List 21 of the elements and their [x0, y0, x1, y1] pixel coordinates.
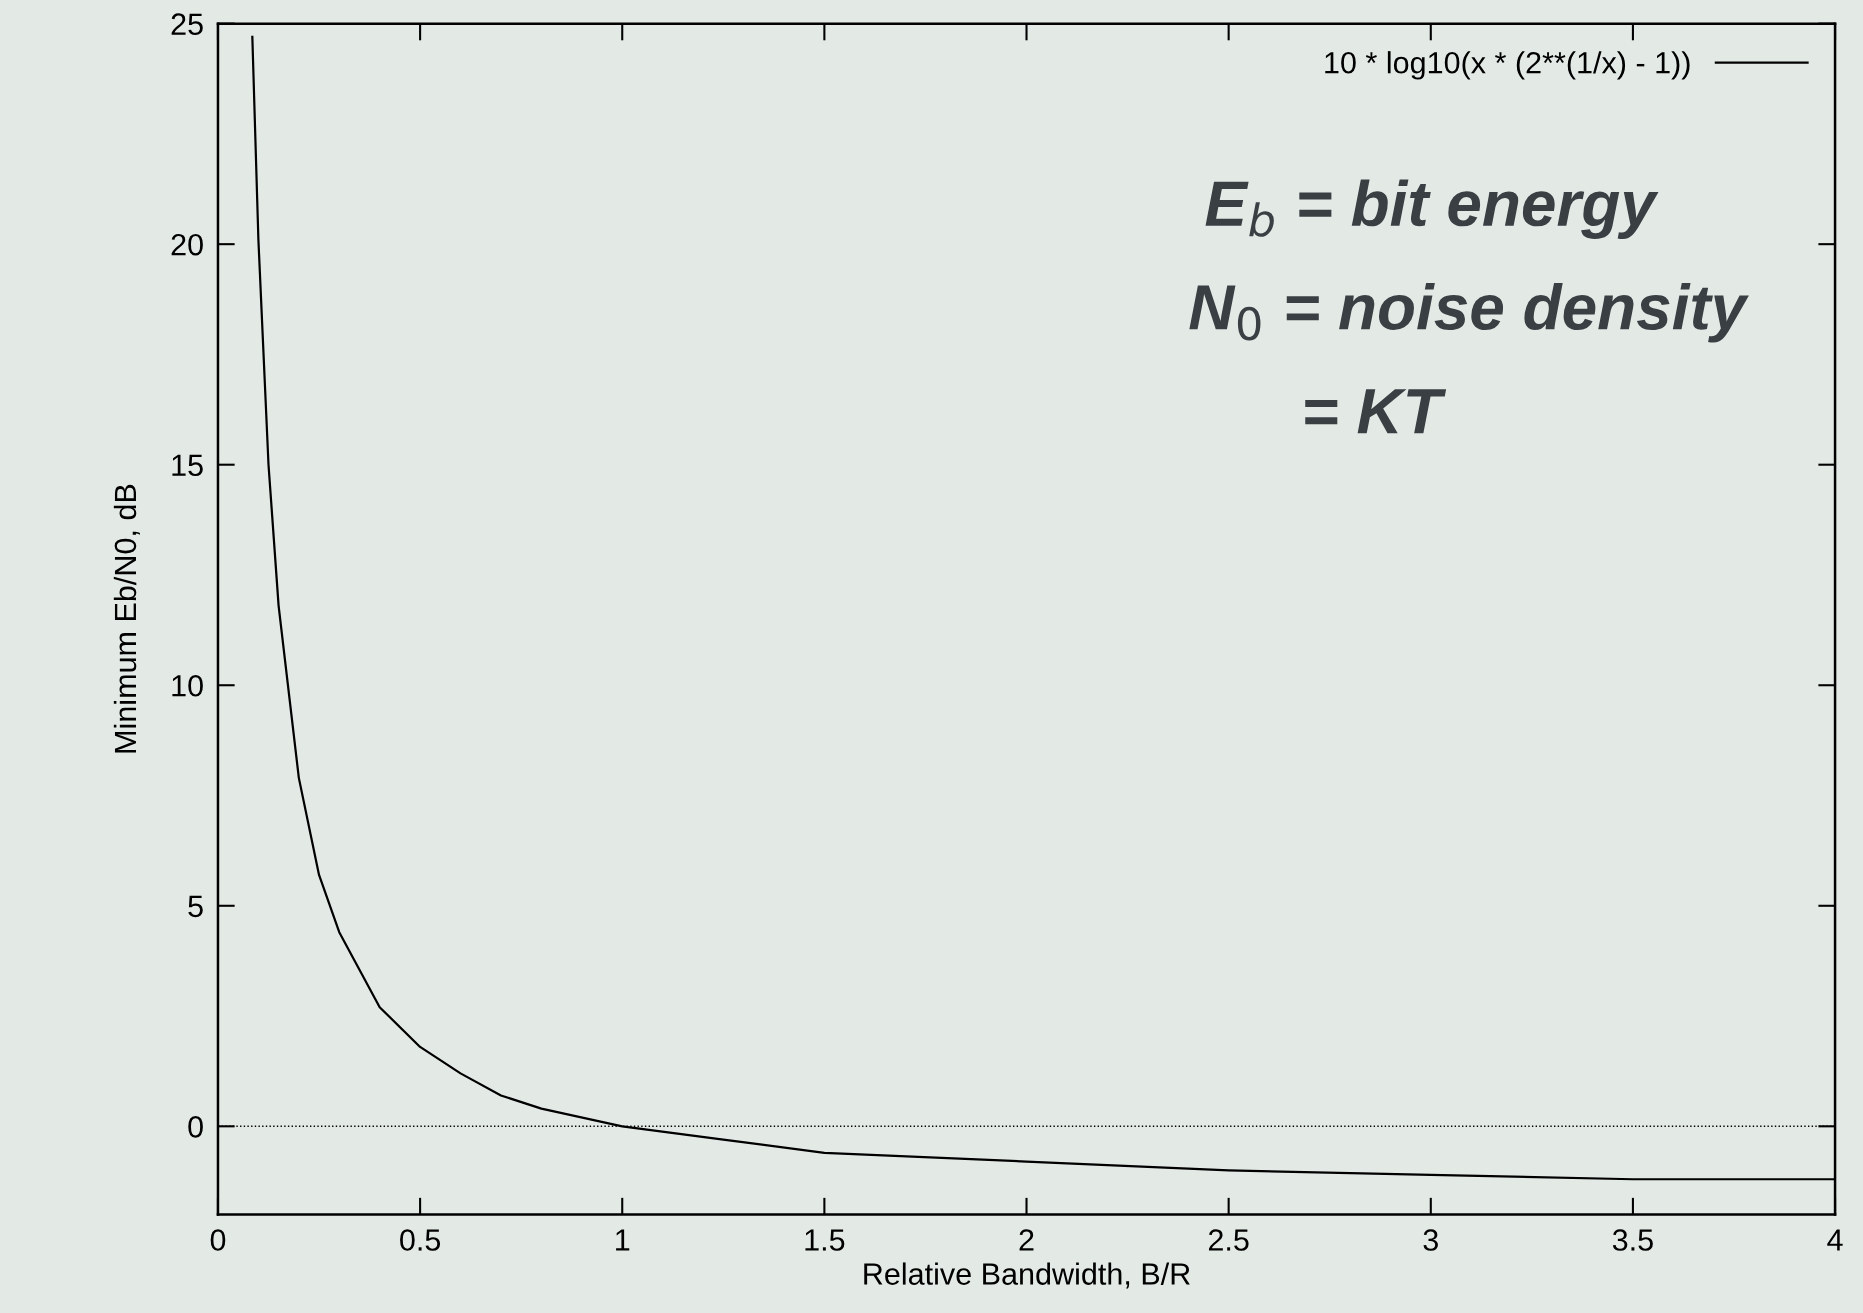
- y-tick-label: 0: [188, 1116, 203, 1138]
- annotation: N$_{0}$ = noise density: [1189, 283, 1749, 343]
- x-tick-label: 4: [1827, 1229, 1843, 1251]
- x-tick-label: 0.5: [400, 1229, 441, 1251]
- annotation: = KT: [1305, 389, 1447, 434]
- x-tick-label: 2: [1019, 1229, 1034, 1251]
- x-tick-label: 2.5: [1208, 1229, 1249, 1251]
- x-tick-label: 1.5: [805, 1229, 845, 1251]
- legend-label: 10 * log10(x * (2**(1/x) - 1)): [1325, 51, 1690, 80]
- x-axis-title: Relative Bandwidth, B/R: [864, 1262, 1190, 1289]
- x-tick-label: 3.5: [1612, 1229, 1653, 1251]
- x-tick-label: 1: [616, 1229, 630, 1251]
- x-tick-label: 0: [210, 1229, 226, 1251]
- y-tick-label: 10: [172, 674, 203, 697]
- x-tick-label: 3: [1423, 1229, 1438, 1251]
- y-axis-title: Minimum Eb/N0, dB: [113, 484, 140, 753]
- y-tick-label: 15: [172, 454, 203, 477]
- y-tick-label: 5: [188, 895, 203, 918]
- y-tick-label: 20: [171, 233, 203, 256]
- y-tick-label: 25: [171, 13, 203, 36]
- annotation: E$_{b}$ = bit energy: [1205, 179, 1659, 239]
